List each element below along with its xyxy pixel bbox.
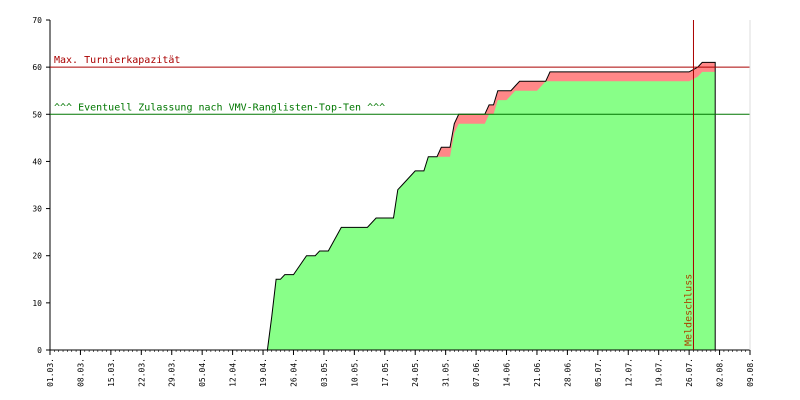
x-tick-label: 24.05. [411,358,420,387]
x-tick-label: 22.03. [137,358,146,387]
x-tick-label: 31.05. [442,358,451,387]
x-tick-label: 12.04. [229,358,238,387]
x-axis-ticks: 01.03. 08.03. 15.03. 22.03. 29.03. 05.04. 12.0… [46,350,755,387]
x-tick-label: 26.04. [289,358,298,387]
x-tick-label: 14.06. [503,358,512,387]
x-tick-label: 01.03. [46,358,55,387]
capacity-label: Max. Turnierkapazität [54,55,180,66]
x-tick-label: 05.07. [594,358,603,387]
x-tick-label: 05.04. [198,358,207,387]
x-tick-label: 12.07. [624,358,633,387]
x-tick-label: 28.06. [563,358,572,387]
x-tick-label: 02.08. [716,358,725,387]
x-tick-label: 08.03. [76,358,85,387]
y-tick-label: 70 [32,16,42,25]
y-tick-label: 0 [37,346,42,355]
y-tick-label: 40 [32,157,42,166]
chart-areas [266,61,716,351]
x-tick-label: 10.05. [350,358,359,387]
x-tick-label: 09.08. [746,358,755,387]
deadline-label: Meldeschluss [683,274,694,346]
x-tick-label: 26.07. [685,358,694,387]
x-tick-label: 19.04. [259,358,268,387]
x-tick-label: 07.06. [472,358,481,387]
y-tick-label: 60 [32,63,42,72]
x-tick-label: 19.07. [655,358,664,387]
x-tick-label: 03.05. [320,358,329,387]
y-tick-label: 10 [32,299,42,308]
deadline-marker: Meldeschluss [683,20,694,350]
reference-lines: Max. Turnierkapazität ^^^ Eventuell Zulas… [50,55,750,115]
x-tick-label: 15.03. [107,358,116,387]
x-tick-label: 17.05. [381,358,390,387]
y-axis-ticks: 0 10 20 30 40 50 60 70 [32,16,50,355]
y-tick-label: 30 [32,205,42,214]
y-tick-label: 20 [32,252,42,261]
total-registrations-line [266,61,716,351]
x-tick-label: 29.03. [168,358,177,387]
y-tick-label: 50 [32,110,42,119]
confirmed-area [267,71,716,351]
ranking-label: ^^^ Eventuell Zulassung nach VMV-Ranglis… [54,102,385,113]
x-tick-label: 21.06. [533,358,542,387]
